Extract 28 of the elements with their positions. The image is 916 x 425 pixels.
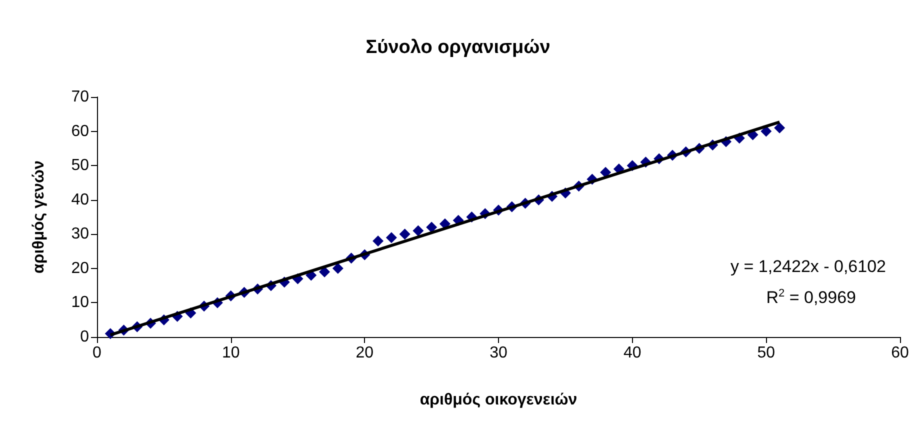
point xyxy=(426,222,438,233)
point xyxy=(412,225,424,236)
y-tick-label: 20 xyxy=(71,260,90,277)
point xyxy=(372,236,384,246)
point xyxy=(386,232,397,244)
y-tick-label: 10 xyxy=(71,294,90,312)
y-tick-label: 30 xyxy=(71,226,90,243)
point xyxy=(760,126,772,137)
x-axis-title: αριθμός οικογενειών xyxy=(420,392,578,408)
x-tick-label: 50 xyxy=(757,344,776,362)
x-tick-label: 20 xyxy=(356,344,374,362)
y-tick-label: 0 xyxy=(80,328,90,346)
annotation: y = 1,2422x - 0,6102 xyxy=(730,257,886,276)
x-tick-label: 40 xyxy=(623,344,642,362)
x-tick-label: 30 xyxy=(490,344,508,362)
x-tick-label: 60 xyxy=(891,344,909,362)
chart-title: Σύνολο οργανισμών xyxy=(366,37,550,58)
point xyxy=(600,166,612,178)
y-tick-label: 60 xyxy=(71,122,90,140)
y-tick-label: 50 xyxy=(71,157,90,174)
point xyxy=(332,262,344,274)
y-tick-label: 40 xyxy=(71,191,90,208)
y-axis-title: αριθμός γενών xyxy=(30,160,48,274)
point xyxy=(399,228,410,240)
y-tick-label: 70 xyxy=(71,88,90,106)
point xyxy=(774,122,786,134)
x-tick-label: 10 xyxy=(222,344,240,362)
x-tick-label: 0 xyxy=(92,344,102,362)
